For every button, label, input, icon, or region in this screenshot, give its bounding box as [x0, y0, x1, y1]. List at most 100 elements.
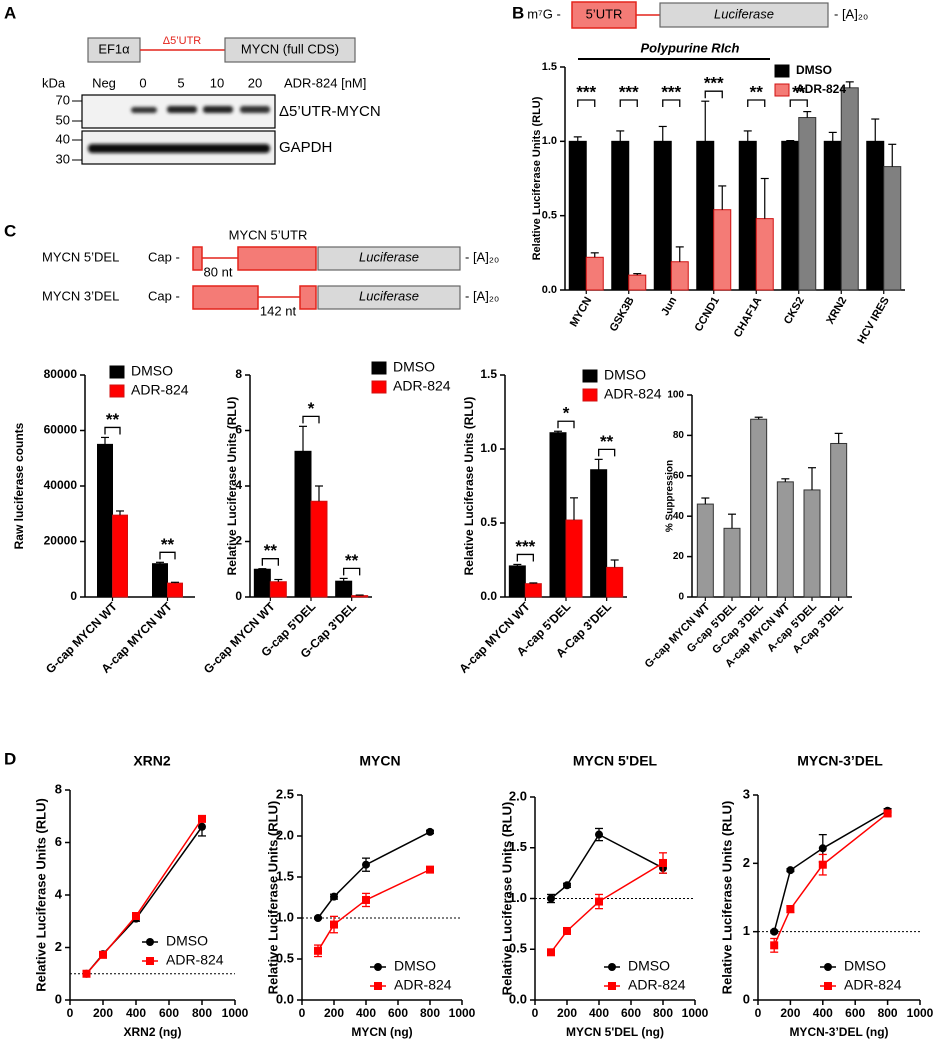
- y-tick-label: 6: [55, 834, 62, 849]
- marker: [198, 814, 206, 823]
- bar: [840, 87, 859, 291]
- y-tick-label: 0.0: [509, 991, 527, 1006]
- error-bar: [258, 568, 267, 570]
- significance-bracket: [516, 553, 534, 562]
- y-tick-label: 40: [673, 511, 685, 522]
- y-tick-label: 1.0: [542, 135, 557, 147]
- significance-bracket: [343, 567, 361, 576]
- legend-marker: [824, 982, 832, 990]
- series-line: [85, 818, 203, 975]
- band-label: GAPDH: [279, 139, 332, 156]
- legend-label: DMSO: [393, 359, 435, 375]
- significance-label: ***: [515, 537, 535, 556]
- x-tick-label: 600: [845, 1006, 865, 1020]
- significance-bracket: [704, 90, 723, 99]
- legend-swatch: [582, 388, 598, 402]
- chart-title: MYCN 5'DEL: [573, 753, 658, 769]
- marker: [786, 866, 795, 875]
- error-bar: [834, 432, 843, 444]
- lane-label: 10: [210, 75, 224, 90]
- significance-label: ***: [704, 74, 724, 93]
- x-tick-label: 600: [621, 1006, 641, 1020]
- legend-swatch: [371, 380, 387, 394]
- legend-label: ADR-824: [394, 977, 452, 993]
- marker: [770, 941, 779, 950]
- x-tick-label: A-cap MYCN WT: [456, 599, 533, 676]
- x-tick-label: 800: [420, 1006, 440, 1020]
- significance-label: ***: [576, 82, 596, 101]
- bar: [565, 519, 583, 598]
- x-tick-label: 400: [589, 1006, 609, 1020]
- x-tick-label: 1000: [449, 1006, 476, 1020]
- chart-title: XRN2: [133, 753, 171, 769]
- reporter-label: Luciferase: [714, 6, 774, 21]
- error-bar: [355, 594, 364, 596]
- series-line: [550, 833, 664, 900]
- significance-bracket: [557, 420, 575, 429]
- y-axis-label: Relative Luciferase Units (RLU): [33, 798, 48, 992]
- legend-label: DMSO: [604, 367, 646, 383]
- bar: [798, 117, 817, 291]
- lane-label: 20: [248, 75, 262, 90]
- y-tick-label: 2: [55, 939, 62, 954]
- y-tick-label: 1.0: [276, 909, 294, 924]
- x-tick-label: 1000: [907, 1006, 934, 1020]
- bar: [628, 274, 647, 291]
- error-bar: [786, 139, 795, 142]
- legend-swatch: [774, 83, 790, 97]
- y-tick-label: 0.0: [542, 284, 557, 296]
- band: [203, 106, 233, 113]
- gene-box: [224, 37, 356, 63]
- bar: [167, 582, 183, 598]
- error-bar: [616, 130, 625, 142]
- legend-label: DMSO: [844, 958, 886, 974]
- y-tick-label: 0.0: [480, 589, 497, 603]
- bar: [269, 581, 287, 598]
- legend-swatch: [109, 365, 125, 379]
- x-tick-label: G-cap MYCN WT: [201, 599, 278, 676]
- x-tick-label: 200: [324, 1006, 344, 1020]
- marker: [770, 927, 779, 936]
- legend-swatch: [371, 361, 387, 375]
- lane-label: 5: [177, 75, 184, 90]
- y-tick-label: 0: [235, 589, 242, 603]
- promoter: EF1α: [98, 41, 130, 56]
- legend-marker: [608, 963, 616, 971]
- marker: [314, 914, 322, 922]
- marker: [314, 946, 322, 955]
- bar: [776, 481, 794, 598]
- panel-label: B: [512, 3, 524, 22]
- x-tick-label: 1000: [222, 1006, 249, 1020]
- chart-title: MYCN-3’DEL: [797, 753, 883, 769]
- x-tick-label: MYCN: [568, 295, 595, 329]
- reporter-box: [659, 2, 829, 28]
- marker: [595, 897, 603, 906]
- error-bar: [274, 578, 283, 582]
- y-tick-label: 60: [673, 470, 685, 481]
- marker: [883, 809, 892, 818]
- legend-label: ADR-824: [604, 386, 662, 402]
- error-bar: [803, 110, 812, 118]
- error-bar: [675, 246, 684, 262]
- error-bar: [116, 510, 124, 516]
- legend-label: DMSO: [796, 63, 832, 77]
- bar: [590, 469, 608, 598]
- marker: [99, 950, 107, 959]
- bar: [351, 595, 369, 598]
- x-tick-label: 200: [557, 1006, 577, 1020]
- significance-label: **: [600, 432, 614, 451]
- legend-label: DMSO: [628, 958, 670, 974]
- x-tick-label: 400: [813, 1006, 833, 1020]
- significance-label: ***: [619, 82, 639, 101]
- series-line: [317, 831, 431, 919]
- legend-label: ADR-824: [628, 977, 686, 993]
- legend-label: ADR-824: [166, 952, 224, 968]
- x-tick-label: 0: [755, 1006, 762, 1020]
- y-tick-label: 80000: [44, 367, 78, 381]
- utr-box: [192, 246, 203, 271]
- bar: [823, 140, 842, 291]
- bar: [335, 580, 353, 598]
- band: [131, 107, 157, 113]
- lane-label: 0: [139, 75, 146, 90]
